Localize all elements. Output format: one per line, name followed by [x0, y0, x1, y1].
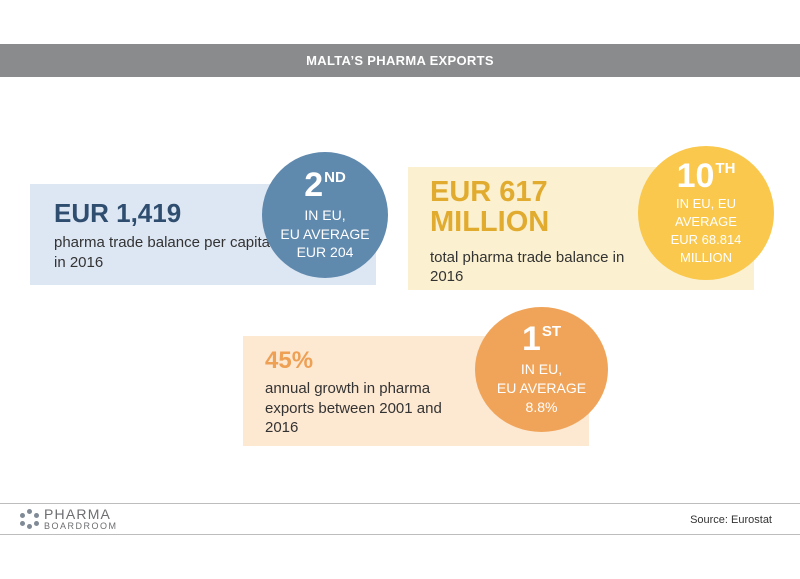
rank-details: IN EU, EU AVERAGE 8.8%: [496, 361, 587, 415]
rank-badge: 1ST IN EU, EU AVERAGE 8.8%: [475, 307, 608, 432]
source-note: Source: Eurostat: [690, 514, 772, 526]
rank-number: 10TH: [676, 156, 736, 195]
rank-badge: 10TH IN EU, EU AVERAGE EUR 68.814 MILLIO…: [638, 146, 774, 280]
logo-text-line1: PHARMA: [44, 506, 112, 522]
rank-details: IN EU, EU AVERAGE EUR 204: [280, 206, 370, 261]
page-title: MALTA’S PHARMA EXPORTS: [306, 53, 494, 68]
card-description: total pharma trade balance in 2016: [430, 248, 625, 286]
rank-suffix: ND: [324, 168, 346, 186]
header-bar: MALTA’S PHARMA EXPORTS: [0, 44, 800, 77]
card-value: EUR 617 MILLION: [430, 176, 550, 239]
logo-text-line2: BOARDROOM: [44, 521, 118, 531]
card-value: 45%: [265, 347, 314, 374]
rank-suffix: TH: [715, 159, 736, 177]
card-value: EUR 1,419: [54, 198, 182, 228]
card-description: pharma trade balance per capita in 2016: [54, 234, 270, 271]
footer-divider-top: [0, 503, 800, 504]
pharmaboardroom-logo: PHARMA BOARDROOM: [20, 507, 118, 531]
rank-badge: 2ND IN EU, EU AVERAGE EUR 204: [262, 152, 388, 278]
logo-dots-icon: [20, 509, 40, 529]
footer-divider-bottom: [0, 534, 800, 535]
rank-number: 2ND: [304, 165, 346, 204]
rank-number: 1ST: [521, 320, 562, 359]
rank-suffix: ST: [541, 323, 562, 341]
card-description: annual growth in pharma exports between …: [265, 380, 442, 437]
rank-details: IN EU, EU AVERAGE EUR 68.814 MILLION: [670, 195, 742, 266]
